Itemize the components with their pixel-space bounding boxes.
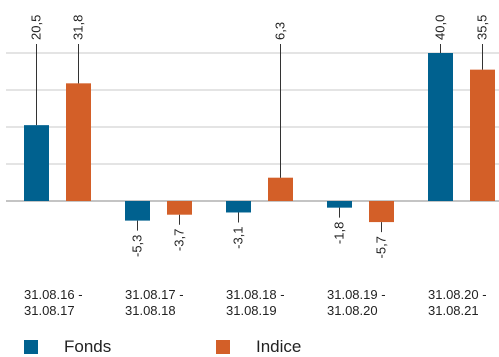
category-label: 31.08.17 -31.08.18: [125, 287, 215, 319]
category-label-line: 31.08.17: [24, 303, 75, 318]
data-label-fonds-4: 40,0: [433, 15, 448, 40]
category-label-line: 31.08.16 -: [24, 287, 83, 302]
bar-fonds-4: [428, 53, 453, 201]
data-label-fonds-3: -1,8: [332, 222, 347, 244]
legend-item-fonds: Fonds: [24, 337, 111, 357]
bar-indice-2: [268, 177, 293, 201]
data-label-indice-3: -5,7: [374, 236, 389, 258]
bar-fonds-3: [327, 201, 352, 208]
legend-label-fonds: Fonds: [64, 337, 112, 356]
legend-item-indice: Indice: [216, 337, 301, 357]
legend-label-indice: Indice: [256, 337, 302, 356]
category-label-line: 31.08.17 -: [125, 287, 184, 302]
category-label-line: 31.08.20: [327, 303, 378, 318]
legend-swatch-fonds: [24, 340, 38, 354]
bar-indice-4: [470, 69, 495, 202]
bar-indice-1: [167, 201, 192, 215]
category-label-line: 31.08.19 -: [327, 287, 386, 302]
data-label-indice-2: 6,3: [273, 22, 288, 40]
data-labels: 20,5 31,8 -5,3 -3,7 -3,1 6,3 -1,8 -5,7 40,0 35,5: [29, 15, 490, 259]
category-label-line: 31.08.18 -: [226, 287, 285, 302]
category-label-line: 31.08.19: [226, 303, 277, 318]
data-label-fonds-2: -3,1: [231, 226, 246, 248]
bars: [24, 53, 495, 223]
data-label-fonds-0: 20,5: [29, 15, 44, 40]
category-label: 31.08.20 -31.08.21: [428, 287, 499, 319]
data-label-fonds-1: -5,3: [130, 235, 145, 257]
category-label-line: 31.08.20 -: [428, 287, 487, 302]
category-label-line: 31.08.21: [428, 303, 479, 318]
bar-fonds-1: [125, 201, 150, 221]
legend-swatch-indice: [216, 340, 230, 354]
bar-indice-3: [369, 201, 394, 223]
category-label-line: 31.08.18: [125, 303, 176, 318]
data-label-indice-4: 35,5: [475, 15, 490, 40]
category-label: 31.08.18 -31.08.19: [226, 287, 316, 319]
data-label-indice-1: -3,7: [172, 229, 187, 251]
bar-fonds-2: [226, 201, 251, 213]
bar-fonds-0: [24, 125, 49, 201]
category-label: 31.08.19 -31.08.20: [327, 287, 417, 319]
data-label-indice-0: 31,8: [71, 15, 86, 40]
bar-indice-0: [66, 83, 91, 201]
category-label: 31.08.16 -31.08.17: [24, 287, 114, 319]
